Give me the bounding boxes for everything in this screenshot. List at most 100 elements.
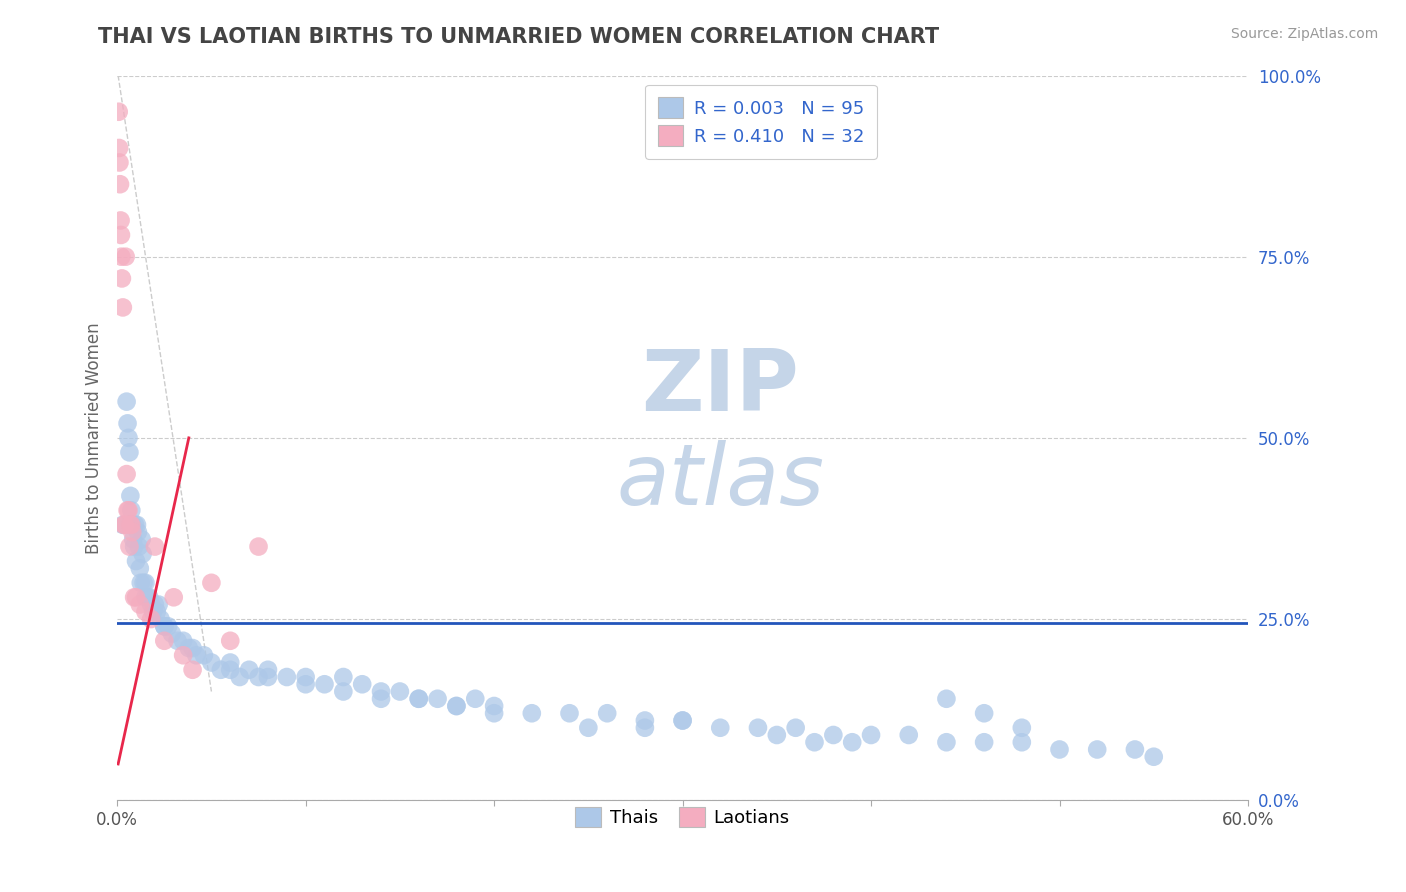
Point xyxy=(200,656,222,670)
Point xyxy=(120,517,142,532)
Point xyxy=(973,706,995,721)
Point xyxy=(482,706,505,721)
Point xyxy=(108,155,131,169)
Point xyxy=(128,540,150,554)
Point xyxy=(634,721,657,735)
Point xyxy=(766,728,789,742)
Point xyxy=(1143,749,1166,764)
Point xyxy=(122,591,145,605)
Point xyxy=(181,640,204,655)
Point xyxy=(134,591,156,605)
Point xyxy=(1085,742,1108,756)
Point xyxy=(121,517,143,532)
Point xyxy=(117,417,139,431)
Point xyxy=(117,431,139,445)
Point xyxy=(370,684,392,698)
Point xyxy=(122,540,145,554)
Point xyxy=(671,714,693,728)
Point xyxy=(120,489,142,503)
Point xyxy=(114,517,136,532)
Point xyxy=(112,517,135,532)
Point xyxy=(935,691,957,706)
Point xyxy=(446,698,468,713)
Point xyxy=(120,517,142,532)
Point xyxy=(128,561,150,575)
Point xyxy=(973,735,995,749)
Point xyxy=(139,598,162,612)
Legend: Thais, Laotians: Thais, Laotians xyxy=(568,799,797,835)
Text: ZIP: ZIP xyxy=(641,345,799,429)
Point xyxy=(108,141,131,155)
Point xyxy=(127,525,149,540)
Point xyxy=(332,670,354,684)
Point xyxy=(446,698,468,713)
Point xyxy=(118,445,141,459)
Point xyxy=(219,663,242,677)
Point xyxy=(111,517,134,532)
Point xyxy=(247,540,270,554)
Point xyxy=(148,598,170,612)
Point xyxy=(172,648,194,663)
Point xyxy=(520,706,543,721)
Point xyxy=(388,684,411,698)
Point xyxy=(143,540,166,554)
Point xyxy=(125,517,148,532)
Point xyxy=(1123,742,1146,756)
Point xyxy=(314,677,336,691)
Point xyxy=(897,728,920,742)
Point xyxy=(803,735,825,749)
Point xyxy=(117,503,139,517)
Point xyxy=(193,648,215,663)
Point xyxy=(294,677,316,691)
Point xyxy=(332,684,354,698)
Point xyxy=(823,728,845,742)
Point xyxy=(464,691,486,706)
Point xyxy=(257,663,280,677)
Point xyxy=(785,721,807,735)
Point xyxy=(114,250,136,264)
Point xyxy=(186,648,208,663)
Point xyxy=(482,698,505,713)
Point xyxy=(115,467,138,482)
Point xyxy=(160,626,183,640)
Point xyxy=(172,633,194,648)
Point xyxy=(247,670,270,684)
Point xyxy=(122,533,145,547)
Point xyxy=(108,178,131,192)
Point xyxy=(121,525,143,540)
Point xyxy=(747,721,769,735)
Point xyxy=(125,554,148,568)
Point xyxy=(1049,742,1071,756)
Point xyxy=(935,735,957,749)
Point xyxy=(125,591,148,605)
Point xyxy=(200,575,222,590)
Point xyxy=(558,706,581,721)
Text: atlas: atlas xyxy=(616,440,824,523)
Point xyxy=(117,503,139,517)
Point xyxy=(1011,735,1033,749)
Point xyxy=(408,691,430,706)
Point xyxy=(128,598,150,612)
Point xyxy=(228,670,250,684)
Point xyxy=(634,714,657,728)
Text: Source: ZipAtlas.com: Source: ZipAtlas.com xyxy=(1230,27,1378,41)
Point xyxy=(134,605,156,619)
Point xyxy=(177,640,200,655)
Point xyxy=(136,591,159,605)
Point xyxy=(860,728,883,742)
Point xyxy=(596,706,619,721)
Point xyxy=(219,633,242,648)
Point xyxy=(153,619,176,633)
Point xyxy=(181,663,204,677)
Point xyxy=(129,575,152,590)
Point xyxy=(370,691,392,706)
Point xyxy=(110,213,132,227)
Y-axis label: Births to Unmarried Women: Births to Unmarried Women xyxy=(86,322,103,554)
Point xyxy=(131,547,153,561)
Point xyxy=(153,619,176,633)
Point xyxy=(115,394,138,409)
Point xyxy=(163,591,186,605)
Point xyxy=(143,598,166,612)
Point xyxy=(111,301,134,315)
Point xyxy=(576,721,599,735)
